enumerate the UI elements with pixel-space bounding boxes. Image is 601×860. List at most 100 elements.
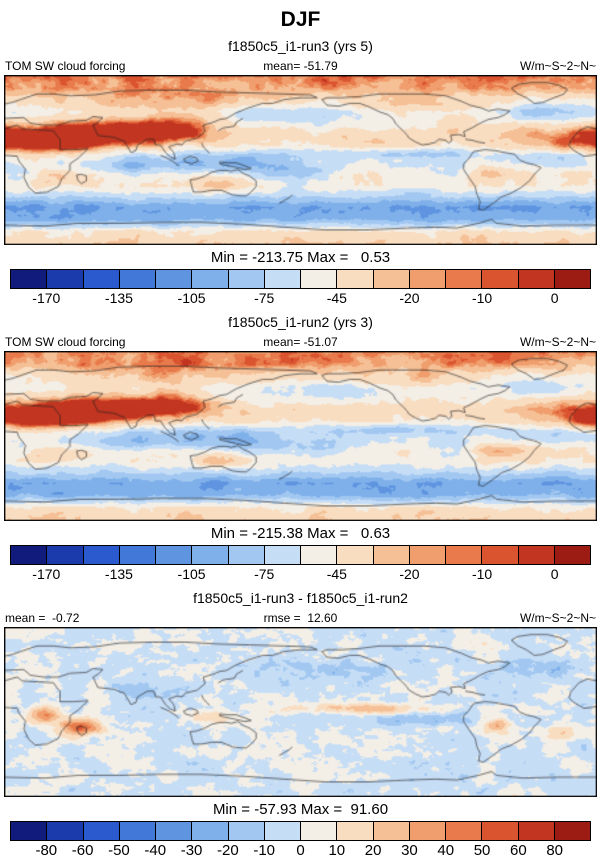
colorbar-segment <box>227 821 265 841</box>
world-map-run2 <box>4 351 597 521</box>
colorbar-tick-label: 0 <box>550 566 559 582</box>
colorbar-segment <box>300 269 338 289</box>
colorbar-tick-label: -10 <box>471 290 493 306</box>
colorbar-segment <box>553 545 591 565</box>
colorbar-segment <box>408 545 446 565</box>
colorbar-segment <box>336 269 374 289</box>
panel-run3-title: f1850c5_i1-run3 (yrs 5) <box>228 38 373 54</box>
colorbar-tick-label: -60 <box>71 842 94 859</box>
colorbar-segment <box>517 269 555 289</box>
colorbar-segment <box>10 545 48 565</box>
colorbar-tick-label: 20 <box>364 842 382 859</box>
colorbar-tick-label: 30 <box>401 842 418 859</box>
colorbar-segment <box>300 821 338 841</box>
mean-label: mean = -0.72 <box>5 611 80 625</box>
colorbar <box>10 821 591 841</box>
colorbar-segment <box>155 269 193 289</box>
colorbar-segment <box>227 545 265 565</box>
colorbar <box>10 545 591 565</box>
colorbar-tick-label: -20 <box>399 566 420 582</box>
colorbar-tick-label: -105 <box>177 566 206 582</box>
colorbar-tick-label: 0 <box>296 842 305 859</box>
colorbar-tick-label: -30 <box>180 842 203 859</box>
colorbar-segment <box>517 821 555 841</box>
colorbar-tick-label: -20 <box>399 290 420 306</box>
map-frame <box>0 75 601 245</box>
colorbar-segment <box>46 821 84 841</box>
colorbar-segment <box>445 269 483 289</box>
colorbar-tick-label: 0 <box>550 290 559 306</box>
panel-run3-stats: TOM SW cloud forcing mean= -51.79 W/m~S~… <box>0 59 601 73</box>
colorbar-tick-label: -135 <box>104 566 133 582</box>
units-label: W/m~S~2~N~ <box>519 611 596 625</box>
colorbar-segment <box>118 821 156 841</box>
mean-label: mean= -51.79 <box>263 59 338 73</box>
colorbar-segment <box>10 269 48 289</box>
colorbar-tick-label: -170 <box>32 566 61 582</box>
colorbar-segment <box>263 269 301 289</box>
mean-label: mean= -51.07 <box>263 335 338 349</box>
colorbar-segment <box>10 821 48 841</box>
colorbar-segment <box>336 821 374 841</box>
colorbar-tick-label: 80 <box>546 842 564 859</box>
world-map-run3 <box>4 75 597 245</box>
colorbar-tick-label: -45 <box>326 290 347 306</box>
field-label: TOM SW cloud forcing <box>5 59 126 73</box>
panel-run2: f1850c5_i1-run2 (yrs 3) TOM SW cloud for… <box>0 314 601 584</box>
colorbar-segment <box>372 821 410 841</box>
colorbar-segment <box>227 269 265 289</box>
field-label: TOM SW cloud forcing <box>5 335 126 349</box>
map-frame <box>0 627 601 797</box>
colorbar-tick-label: -75 <box>254 290 275 306</box>
figure: DJF f1850c5_i1-run3 (yrs 5) TOM SW cloud… <box>0 8 601 860</box>
colorbar-tick-label: -80 <box>35 842 58 859</box>
colorbar-segment <box>46 269 84 289</box>
colorbar-segment <box>372 269 410 289</box>
colorbar-segment <box>191 269 229 289</box>
panel-run3: f1850c5_i1-run3 (yrs 5) TOM SW cloud for… <box>0 38 601 308</box>
colorbar-segment <box>336 545 374 565</box>
colorbar-tick-label: -50 <box>108 842 130 859</box>
colorbar-segment <box>517 545 555 565</box>
colorbar-tick-label: 60 <box>510 842 527 859</box>
colorbar-tick-label: -105 <box>177 290 206 306</box>
units-label: W/m~S~2~N~ <box>519 335 596 349</box>
colorbar-segment <box>481 269 519 289</box>
colorbar-tick-label: 10 <box>328 842 346 859</box>
colorbar-segment <box>263 821 301 841</box>
panel-run2-stats: TOM SW cloud forcing mean= -51.07 W/m~S~… <box>0 335 601 349</box>
colorbar-labels: -80 -60 -50 -40 -30 -20 -10 0 10 20 30 40 50 60 80 <box>10 841 591 860</box>
panel-difference-title: f1850c5_i1-run3 - f1850c5_i1-run2 <box>193 590 408 606</box>
colorbar-tick-label: -20 <box>217 842 239 859</box>
colorbar-segment <box>408 821 446 841</box>
figure-title: DJF <box>280 8 321 31</box>
colorbar-segment <box>118 269 156 289</box>
colorbar-segment <box>408 269 446 289</box>
colorbar-segment <box>82 269 120 289</box>
panel-run2-title: f1850c5_i1-run2 (yrs 3) <box>228 314 373 330</box>
minmax-label: Min = -57.93 Max = 91.60 <box>212 801 389 818</box>
panel-difference-stats: mean = -0.72 rmse = 12.60 W/m~S~2~N~ <box>0 611 601 625</box>
colorbar-segment <box>118 545 156 565</box>
colorbar-segment <box>481 821 519 841</box>
minmax-label: Min = -215.38 Max = 0.63 <box>210 525 391 542</box>
colorbar-tick-label: -75 <box>254 566 275 582</box>
colorbar-tick-label: 50 <box>473 842 491 859</box>
colorbar-segment <box>263 545 301 565</box>
colorbar-tick-label: -135 <box>104 290 133 306</box>
colorbar-segment <box>481 545 519 565</box>
colorbar-segment <box>445 545 483 565</box>
colorbar-segment <box>300 545 338 565</box>
colorbar-tick-label: -10 <box>471 566 493 582</box>
colorbar-segment <box>155 545 193 565</box>
minmax-label: Min = -213.75 Max = 0.53 <box>210 249 391 266</box>
colorbar-tick-label: -170 <box>32 290 61 306</box>
panel-difference: f1850c5_i1-run3 - f1850c5_i1-run2 mean =… <box>0 590 601 860</box>
colorbar-labels: -170 -135 -105 -75 -45 -20 -10 0 <box>10 565 591 584</box>
colorbar-tick-label: 40 <box>437 842 455 859</box>
colorbar-segment <box>553 269 591 289</box>
world-map-difference <box>4 627 597 797</box>
colorbar-labels: -170 -135 -105 -75 -45 -20 -10 0 <box>10 289 591 308</box>
colorbar-segment <box>155 821 193 841</box>
units-label: W/m~S~2~N~ <box>519 59 596 73</box>
